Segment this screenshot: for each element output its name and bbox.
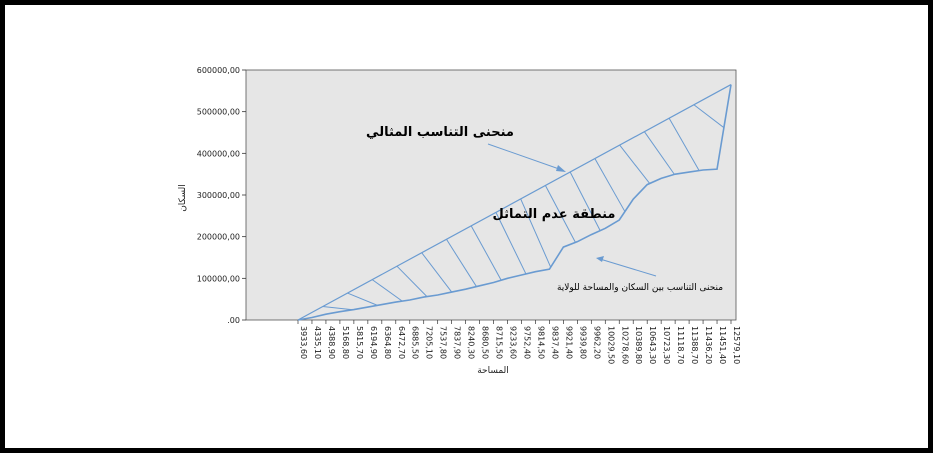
x-tick-label: 9939,80 (578, 326, 587, 359)
y-tick-label: 600000,00 (197, 66, 240, 75)
x-tick-label: 5168,80 (341, 326, 350, 359)
x-tick-label: 4388,90 (327, 326, 336, 359)
x-tick-label: 10643,30 (648, 326, 657, 364)
annotation-actual-curve: منحنى التناسب بين السكان والمساحة للولاي… (557, 283, 723, 293)
hatch-line (693, 104, 725, 129)
x-tick-label: 10723,30 (662, 326, 671, 364)
x-tick-label: 5815,70 (355, 326, 364, 359)
plot-area (245, 69, 737, 321)
y-axis: .00 100000,00 200000,00 300000,00 400000,00 5… (197, 66, 246, 325)
arrow-head-actual (596, 256, 604, 262)
y-axis-label: السكان (178, 184, 188, 212)
x-tick-label: 9921,40 (564, 326, 573, 359)
annotation-non-symmetry: منطقة عدم التماثل (493, 207, 616, 222)
non-symmetry-hatching (322, 104, 725, 311)
x-tick-label: 7205,10 (425, 326, 434, 359)
x-tick-label: 8680,50 (481, 326, 490, 359)
x-tick-label: 6885,50 (411, 326, 420, 359)
x-tick-label: 11388,70 (690, 326, 699, 364)
y-tick-label: 400000,00 (197, 149, 240, 158)
x-tick-label: 6472,70 (397, 326, 406, 359)
x-tick-label: 6364,80 (383, 326, 392, 359)
x-axis-label: المساحة (477, 366, 509, 376)
x-tick-label: 12579,10 (732, 326, 741, 364)
x-tick-label: 7537,80 (439, 326, 448, 359)
ideal-curve-line (297, 84, 732, 321)
x-tick-label: 10389,80 (634, 326, 643, 364)
hatch-line (619, 144, 651, 184)
x-tick-label: 9233,60 (509, 326, 518, 359)
x-tick-label: 11436,20 (704, 326, 713, 364)
x-tick-label: 9962,20 (592, 326, 601, 359)
hatch-line (322, 306, 353, 311)
hatch-line (668, 117, 700, 171)
hatch-line (520, 198, 552, 268)
actual-curve-line (297, 84, 732, 321)
y-tick-label: 500000,00 (197, 108, 240, 117)
hatch-line (396, 265, 428, 297)
hatch-line (643, 131, 675, 175)
x-tick-label: 9752,40 (522, 326, 531, 359)
hatch-line (446, 239, 477, 287)
x-axis: 3933,60 4335,10 4388,90 5168,80 5815,70 6194,… (297, 320, 741, 364)
arrow-head-ideal (556, 165, 566, 172)
hatch-line (470, 225, 502, 281)
hatch-line (594, 158, 626, 212)
x-tick-label: 11451,40 (718, 326, 727, 364)
annotation-ideal-curve: منحنى التناسب المثالي (366, 125, 514, 140)
x-tick-label: 4335,10 (313, 326, 322, 359)
x-tick-label: 11118,70 (676, 326, 685, 364)
hatch-line (569, 171, 601, 231)
annotation-arrow-ideal (487, 143, 563, 171)
x-tick-label: 9814,50 (536, 326, 545, 359)
x-tick-label: 7837,90 (453, 326, 462, 359)
x-tick-label: 10278,60 (620, 326, 629, 364)
x-tick-label: 9837,40 (550, 326, 559, 359)
y-tick-label: 100000,00 (197, 274, 240, 283)
x-tick-label: 3933,60 (299, 326, 308, 359)
y-tick-label: 300000,00 (197, 191, 240, 200)
hatch-line (544, 185, 576, 243)
x-tick-label: 8240,30 (467, 326, 476, 359)
annotation-arrow-actual (599, 258, 657, 277)
y-tick-label: .00 (227, 316, 240, 325)
hatch-line (371, 279, 403, 302)
hatch-line (347, 292, 378, 306)
x-tick-label: 10029,50 (606, 326, 615, 364)
x-tick-label: 6194,90 (369, 326, 378, 359)
y-tick-label: 200000,00 (197, 233, 240, 242)
hatch-line (495, 212, 527, 275)
x-tick-label: 8715,50 (495, 326, 504, 359)
hatch-line (421, 252, 453, 293)
